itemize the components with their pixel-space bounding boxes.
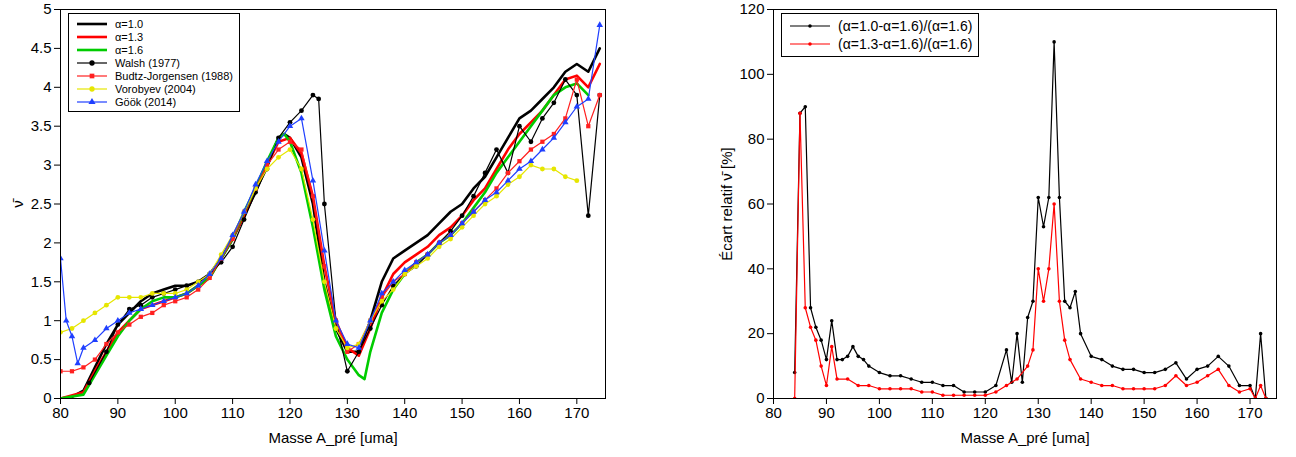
svg-text:4: 4 [43, 78, 51, 95]
svg-text:0: 0 [756, 389, 764, 406]
html-text:Walsh (1977): Walsh (1977) [115, 56, 180, 69]
svg-text:3: 3 [43, 156, 51, 173]
svg-text:0.5: 0.5 [31, 350, 52, 367]
svg-text:160: 160 [507, 404, 532, 421]
svg-text:110: 110 [221, 404, 245, 421]
svg-text:1: 1 [43, 312, 51, 329]
svg-text:2.5: 2.5 [31, 195, 52, 212]
svg-text:3.5: 3.5 [31, 117, 52, 134]
svg-text:140: 140 [1079, 404, 1104, 421]
svg-text:Masse A_pré [uma]: Masse A_pré [uma] [268, 429, 397, 446]
svg-text:150: 150 [1132, 404, 1157, 421]
html-text:(α=1.3-α=1.6)/(α=1.6): (α=1.3-α=1.6)/(α=1.6) [838, 36, 973, 52]
svg-text:80: 80 [748, 130, 765, 147]
html-text:Vorobyev (2004): Vorobyev (2004) [115, 82, 196, 95]
svg-text:80: 80 [765, 404, 782, 421]
svg-text:ν̄: ν̄ [9, 198, 26, 208]
html-text:α=1.3: α=1.3 [115, 30, 144, 43]
svg-text:130: 130 [335, 404, 360, 421]
svg-text:110: 110 [920, 404, 944, 421]
svg-text:Écart relatif ν̄ [%]: Écart relatif ν̄ [%] [718, 147, 735, 260]
svg-text:1.5: 1.5 [31, 273, 52, 290]
svg-text:170: 170 [564, 404, 589, 421]
svg-text:Masse A_pré [uma]: Masse A_pré [uma] [960, 429, 1089, 446]
svg-text:140: 140 [392, 404, 417, 421]
svg-text:40: 40 [748, 260, 765, 277]
html-text:Göök (2014): Göök (2014) [115, 95, 177, 108]
svg-text:0: 0 [43, 389, 51, 406]
svg-text:2: 2 [43, 234, 51, 251]
svg-text:170: 170 [1238, 404, 1263, 421]
svg-text:80: 80 [52, 404, 69, 421]
svg-text:100: 100 [739, 65, 764, 82]
svg-text:20: 20 [748, 324, 765, 341]
svg-text:100: 100 [163, 404, 188, 421]
svg-text:130: 130 [1026, 404, 1051, 421]
html-text:α=1.6: α=1.6 [115, 43, 144, 56]
html-text:Budtz-Jorgensen (1988): Budtz-Jorgensen (1988) [115, 69, 233, 82]
svg-text:160: 160 [1185, 404, 1210, 421]
html-text:(α=1.0-α=1.6)/(α=1.6): (α=1.0-α=1.6)/(α=1.6) [838, 18, 973, 34]
svg-text:60: 60 [748, 195, 765, 212]
svg-text:120: 120 [973, 404, 998, 421]
svg-text:4.5: 4.5 [31, 39, 52, 56]
svg-text:120: 120 [739, 0, 764, 17]
svg-text:150: 150 [450, 404, 475, 421]
svg-text:90: 90 [818, 404, 835, 421]
svg-text:90: 90 [110, 404, 127, 421]
html-text:α=1.0: α=1.0 [115, 17, 144, 30]
svg-text:5: 5 [43, 0, 51, 17]
svg-text:100: 100 [867, 404, 892, 421]
svg-text:120: 120 [277, 404, 302, 421]
